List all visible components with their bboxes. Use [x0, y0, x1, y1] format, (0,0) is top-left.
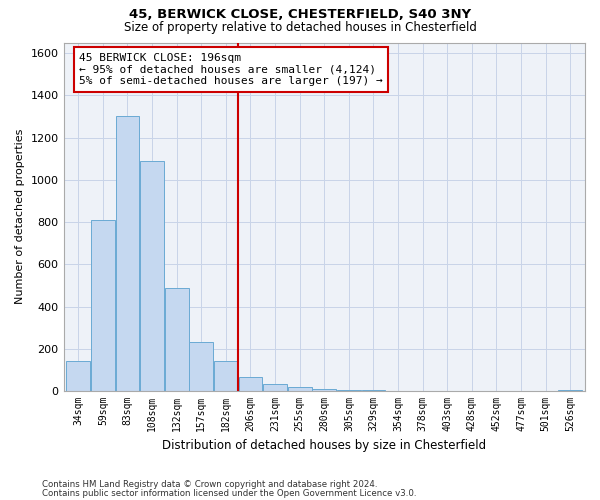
- Bar: [288, 387, 311, 391]
- Bar: [165, 288, 188, 391]
- Text: 45 BERWICK CLOSE: 196sqm
← 95% of detached houses are smaller (4,124)
5% of semi: 45 BERWICK CLOSE: 196sqm ← 95% of detach…: [79, 53, 383, 86]
- Bar: [239, 378, 262, 391]
- Text: Contains public sector information licensed under the Open Government Licence v3: Contains public sector information licen…: [42, 488, 416, 498]
- Bar: [91, 220, 115, 391]
- Bar: [313, 389, 336, 391]
- Text: Size of property relative to detached houses in Chesterfield: Size of property relative to detached ho…: [124, 21, 476, 34]
- Bar: [362, 390, 385, 391]
- Y-axis label: Number of detached properties: Number of detached properties: [15, 129, 25, 304]
- Text: 45, BERWICK CLOSE, CHESTERFIELD, S40 3NY: 45, BERWICK CLOSE, CHESTERFIELD, S40 3NY: [129, 8, 471, 20]
- Bar: [337, 390, 361, 391]
- Bar: [190, 342, 213, 391]
- Bar: [263, 384, 287, 391]
- Bar: [559, 390, 582, 391]
- Bar: [214, 362, 238, 391]
- Text: Contains HM Land Registry data © Crown copyright and database right 2024.: Contains HM Land Registry data © Crown c…: [42, 480, 377, 489]
- X-axis label: Distribution of detached houses by size in Chesterfield: Distribution of detached houses by size …: [162, 440, 487, 452]
- Bar: [116, 116, 139, 391]
- Bar: [67, 362, 90, 391]
- Bar: [140, 161, 164, 391]
